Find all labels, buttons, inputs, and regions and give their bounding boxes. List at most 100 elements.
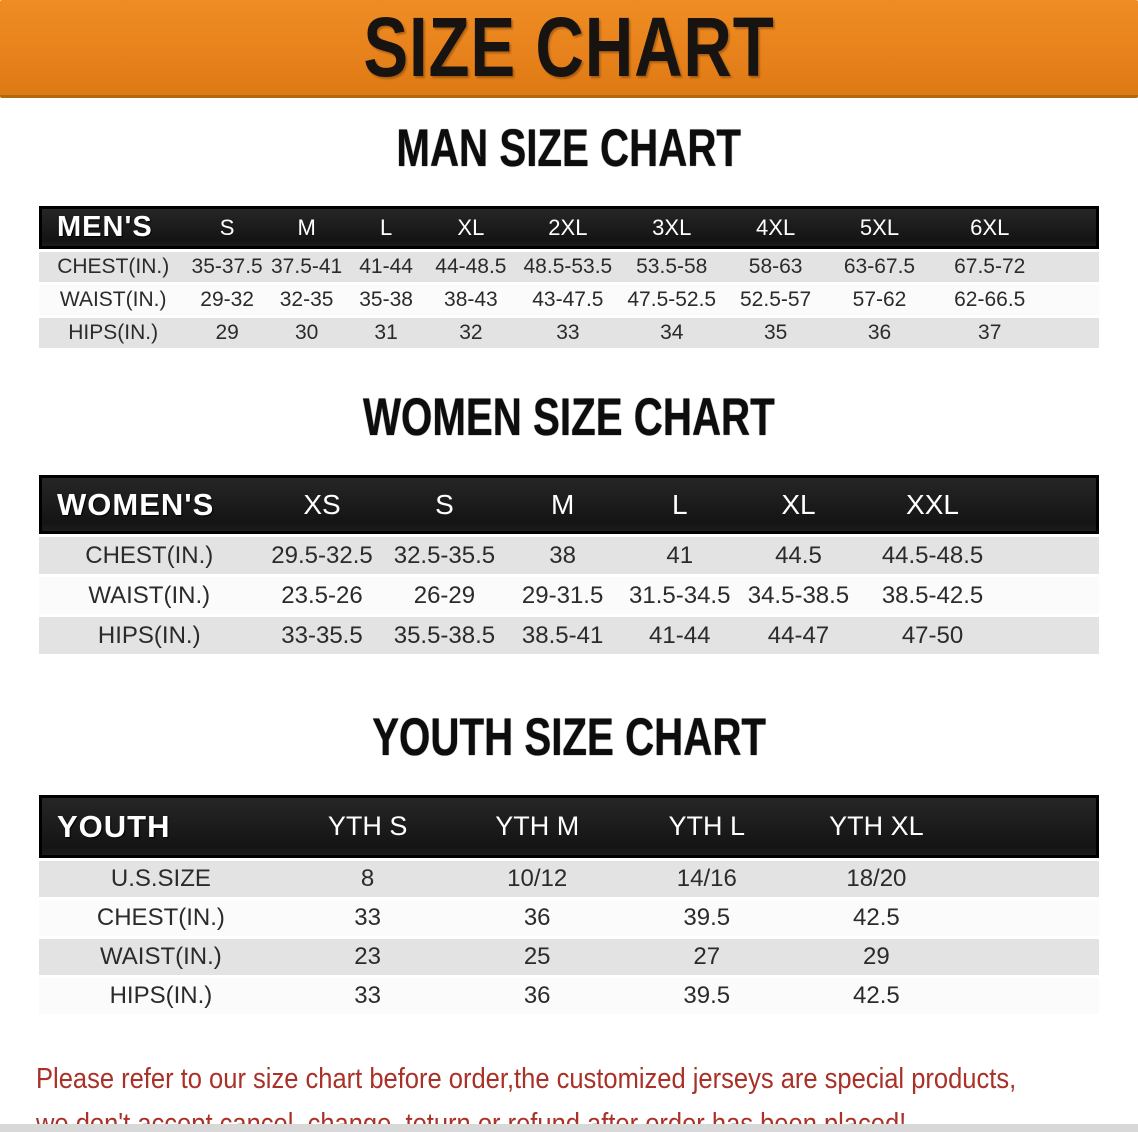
- size-chart-banner: SIZE CHART: [0, 0, 1138, 98]
- cell: 36: [452, 900, 622, 936]
- cell: 41-44: [620, 617, 739, 654]
- banner-title: SIZE CHART: [363, 0, 775, 94]
- cell: 44.5-48.5: [858, 537, 1007, 574]
- column-header: XL: [425, 206, 516, 249]
- disclaimer-text: Please refer to our size chart before or…: [0, 1059, 1138, 1132]
- cell: 29-32: [187, 285, 267, 315]
- cell: 25: [452, 939, 622, 975]
- youth-header-row: YOUTH YTH S YTH M YTH L YTH XL: [39, 795, 1099, 858]
- cell: 37.5-41: [266, 252, 347, 282]
- header-filler: [961, 795, 1099, 858]
- cell: 47-50: [858, 617, 1007, 654]
- cell: 31.5-34.5: [620, 577, 739, 614]
- mens-size-table: MEN'S S M L XL 2XL 3XL 4XL 5XL 6XL CHEST…: [39, 203, 1099, 351]
- table-row: HIPS(IN.) 33 36 39.5 42.5: [39, 978, 1099, 1014]
- cell: 36: [452, 978, 622, 1014]
- cell-filler: [1006, 577, 1099, 614]
- cell: 39.5: [621, 978, 792, 1014]
- cell: 35-38: [346, 285, 426, 315]
- mens-corner-label: MEN'S: [39, 206, 188, 249]
- cell-filler: [961, 861, 1099, 897]
- cell: 18/20: [791, 861, 962, 897]
- row-label: CHEST(IN.): [39, 537, 260, 574]
- header-filler: [1048, 206, 1099, 249]
- column-header: M: [266, 206, 347, 249]
- cell-filler: [961, 939, 1099, 975]
- cell: 53.5-58: [619, 252, 724, 282]
- cell: 47.5-52.5: [619, 285, 724, 315]
- youth-size-table: YOUTH YTH S YTH M YTH L YTH XL U.S.SIZE …: [39, 792, 1099, 1017]
- cell: 38.5-42.5: [858, 577, 1007, 614]
- column-header: YTH S: [282, 795, 453, 858]
- column-header: 3XL: [619, 206, 724, 249]
- table-row: CHEST(IN.) 29.5-32.5 32.5-35.5 38 41 44.…: [39, 537, 1099, 574]
- row-label: HIPS(IN.): [39, 318, 188, 348]
- cell: 32.5-35.5: [384, 537, 505, 574]
- column-header: XXL: [858, 475, 1007, 534]
- men-section-heading: MAN SIZE CHART: [0, 122, 1138, 189]
- cell: 29.5-32.5: [259, 537, 385, 574]
- cell: 52.5-57: [723, 285, 828, 315]
- cell: 34.5-38.5: [738, 577, 859, 614]
- womens-header-row: WOMEN'S XS S M L XL XXL: [39, 475, 1099, 534]
- cell: 36: [827, 318, 932, 348]
- cell: 34: [619, 318, 724, 348]
- cell: 23.5-26: [259, 577, 385, 614]
- disclaimer-line-1: Please refer to our size chart before or…: [36, 1059, 1138, 1104]
- women-section-heading: WOMEN SIZE CHART: [0, 391, 1138, 458]
- cell: 31: [346, 318, 426, 348]
- table-row: WAIST(IN.) 23 25 27 29: [39, 939, 1099, 975]
- cell: 26-29: [384, 577, 505, 614]
- cell: 35.5-38.5: [384, 617, 505, 654]
- table-row: CHEST(IN.) 33 36 39.5 42.5: [39, 900, 1099, 936]
- column-header: 4XL: [723, 206, 828, 249]
- cell: 29: [791, 939, 962, 975]
- column-header: YTH XL: [791, 795, 962, 858]
- cell-filler: [1048, 285, 1099, 315]
- row-label: HIPS(IN.): [39, 617, 260, 654]
- disclaimer-line-1-text: Please refer to our size chart before or…: [36, 1063, 1017, 1095]
- bottom-strip: [0, 1124, 1138, 1132]
- column-header: L: [346, 206, 426, 249]
- cell-filler: [1048, 252, 1099, 282]
- cell: 37: [931, 318, 1049, 348]
- cell: 57-62: [827, 285, 932, 315]
- womens-size-table: WOMEN'S XS S M L XL XXL CHEST(IN.) 29.5-…: [39, 472, 1099, 657]
- column-header: YTH L: [621, 795, 792, 858]
- cell-filler: [1006, 537, 1099, 574]
- column-header: 2XL: [515, 206, 620, 249]
- cell: 44.5: [738, 537, 859, 574]
- cell: 29: [187, 318, 267, 348]
- column-header: YTH M: [452, 795, 622, 858]
- cell: 33: [282, 900, 453, 936]
- cell: 44-47: [738, 617, 859, 654]
- cell: 8: [282, 861, 453, 897]
- cell: 38-43: [425, 285, 516, 315]
- womens-corner-label: WOMEN'S: [39, 475, 260, 534]
- row-label: U.S.SIZE: [39, 861, 283, 897]
- row-label: WAIST(IN.): [39, 285, 188, 315]
- table-row: WAIST(IN.) 23.5-26 26-29 29-31.5 31.5-34…: [39, 577, 1099, 614]
- cell: 10/12: [452, 861, 622, 897]
- youth-section-heading: YOUTH SIZE CHART: [0, 711, 1138, 778]
- cell: 27: [621, 939, 792, 975]
- cell: 42.5: [791, 900, 962, 936]
- cell: 33: [515, 318, 620, 348]
- mens-header-row: MEN'S S M L XL 2XL 3XL 4XL 5XL 6XL: [39, 206, 1099, 249]
- cell: 41-44: [346, 252, 426, 282]
- cell: 33-35.5: [259, 617, 385, 654]
- cell: 32-35: [266, 285, 347, 315]
- cell: 35: [723, 318, 828, 348]
- cell-filler: [1006, 617, 1099, 654]
- cell: 30: [266, 318, 347, 348]
- cell: 29-31.5: [504, 577, 621, 614]
- row-label: CHEST(IN.): [39, 252, 188, 282]
- column-header: 5XL: [827, 206, 932, 249]
- header-filler: [1006, 475, 1099, 534]
- cell: 32: [425, 318, 516, 348]
- cell: 38.5-41: [504, 617, 621, 654]
- column-header: XL: [738, 475, 859, 534]
- column-header: M: [504, 475, 621, 534]
- column-header: S: [187, 206, 267, 249]
